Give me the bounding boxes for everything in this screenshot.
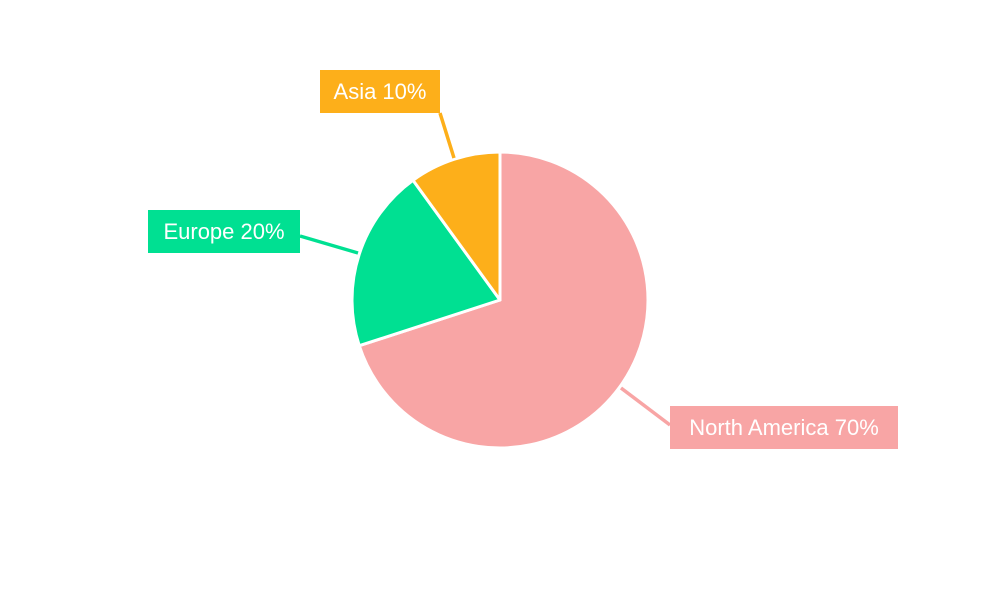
data-label-box-europe	[148, 210, 300, 253]
pie-slice-north-america	[357, 150, 650, 450]
leader-line-asia	[438, 112, 456, 159]
pie-slice-europe	[350, 178, 502, 348]
data-label-north-america: North America 70%	[689, 415, 879, 440]
leader-line-north-america	[619, 386, 672, 427]
pie-slice-asia	[411, 150, 502, 302]
data-label-box-north-america	[670, 406, 898, 449]
leader-line-europe	[299, 234, 359, 255]
data-label-box-asia	[320, 70, 440, 113]
data-label-asia: Asia 10%	[334, 79, 427, 104]
data-label-europe: Europe 20%	[163, 219, 284, 244]
